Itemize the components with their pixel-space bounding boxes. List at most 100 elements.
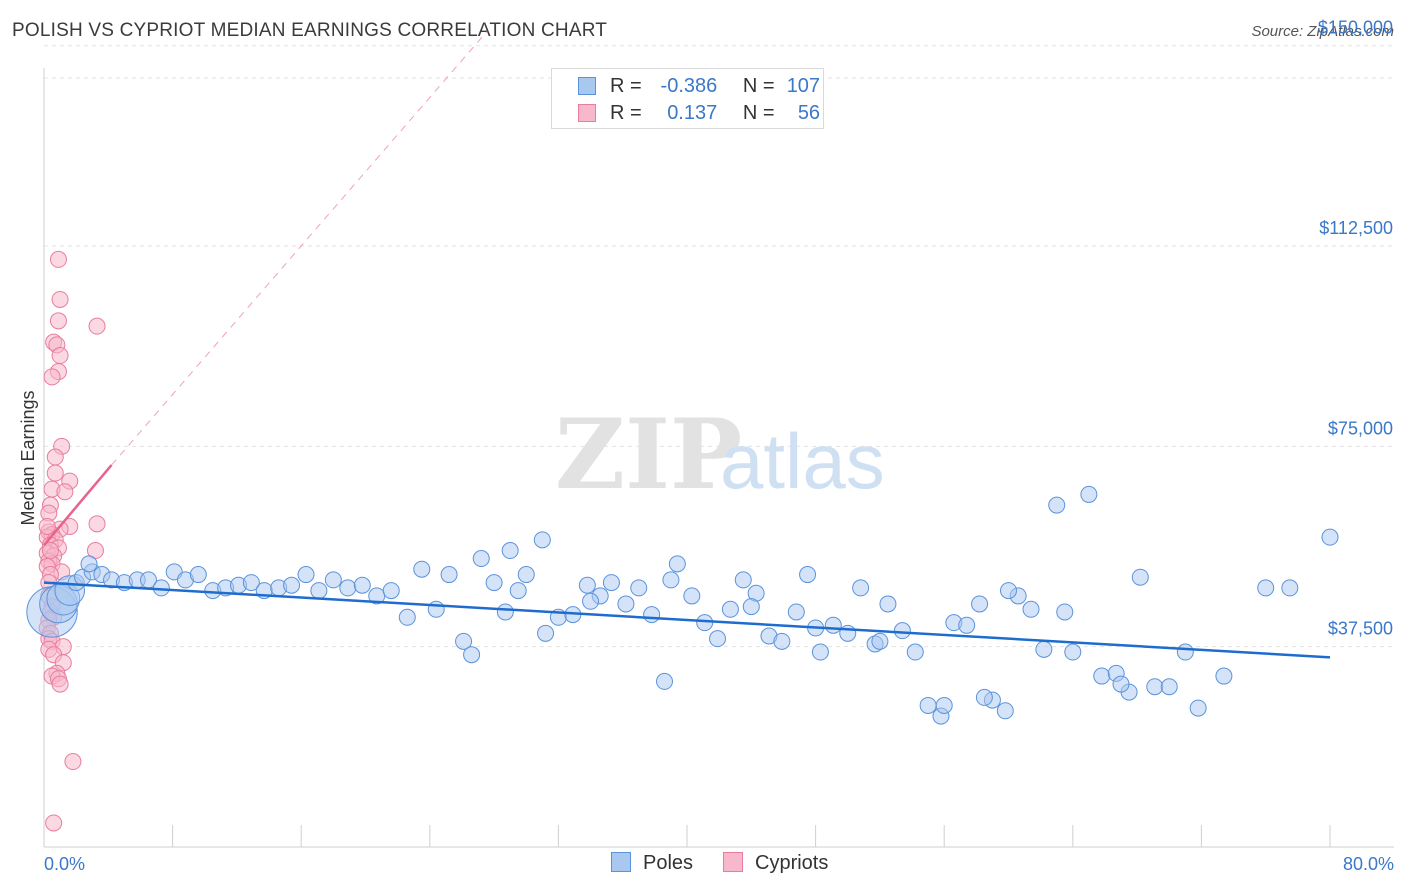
poles-point xyxy=(742,598,760,616)
poles-point xyxy=(1035,640,1053,658)
cypriots-point xyxy=(46,448,64,466)
cypriots-point xyxy=(88,515,106,533)
poles-point xyxy=(617,595,635,613)
poles-points xyxy=(26,485,1339,725)
legend-r-value-poles: -0.386 xyxy=(660,75,718,97)
legend-row-poles: R = -0.386 N = 107 xyxy=(578,75,820,99)
poles-point xyxy=(413,560,431,578)
poles-point xyxy=(971,595,989,613)
poles-point xyxy=(353,576,371,594)
y-tick-label: $75,000 xyxy=(1328,418,1393,438)
poles-point xyxy=(630,579,648,597)
poles-point xyxy=(1321,528,1339,546)
poles-point xyxy=(852,579,870,597)
cypriots-point xyxy=(88,317,106,335)
y-tick-label: $37,500 xyxy=(1328,619,1393,639)
cypriots-point xyxy=(45,814,63,832)
watermark-zip: ZIP xyxy=(555,398,742,511)
poles-point xyxy=(242,574,260,592)
poles-point xyxy=(879,595,897,613)
cypriots-point xyxy=(64,753,82,771)
x-tick-label-min: 0.0% xyxy=(44,854,85,874)
poles-point xyxy=(472,550,490,568)
poles-point xyxy=(1146,678,1164,696)
poles-point xyxy=(683,587,701,605)
trend-lines xyxy=(43,30,1331,659)
watermark-atlas: atlas xyxy=(720,417,885,505)
cypriots-legend-swatch xyxy=(723,852,743,872)
poles-point xyxy=(839,624,857,642)
poles-legend-label: Poles xyxy=(643,852,694,874)
poles-point xyxy=(1093,667,1111,685)
poles-point xyxy=(533,531,551,549)
bottom-legend-poles: Poles xyxy=(611,852,693,875)
poles-point xyxy=(662,571,680,589)
cypriots-point xyxy=(51,290,69,308)
poles-point xyxy=(80,555,98,573)
poles-point xyxy=(440,566,458,584)
chart-title: POLISH VS CYPRIOT MEDIAN EARNINGS CORREL… xyxy=(12,20,608,41)
poles-point xyxy=(297,566,315,584)
poles-point xyxy=(935,696,953,714)
poles-point xyxy=(382,582,400,600)
poles-point xyxy=(485,574,503,592)
cypriots-point xyxy=(49,312,67,330)
poles-point xyxy=(906,643,924,661)
poles-point xyxy=(427,600,445,618)
gridlines xyxy=(44,45,1394,648)
poles-point xyxy=(1281,579,1299,597)
legend-n-value-cypriots: 56 xyxy=(797,102,821,124)
chart-source: Source: ZipAtlas.com xyxy=(1251,23,1394,40)
poles-point xyxy=(721,600,739,618)
poles-point xyxy=(975,688,993,706)
poles-point xyxy=(958,616,976,634)
poles-point xyxy=(1257,579,1275,597)
poles-trend-line xyxy=(43,581,1331,659)
poles-point xyxy=(602,574,620,592)
poles-point xyxy=(696,614,714,632)
cypriots-trend-line xyxy=(43,464,113,546)
legend-r-value-cypriots: 0.137 xyxy=(667,102,718,124)
cypriots-point xyxy=(38,517,56,535)
cypriots-trend-extension xyxy=(111,30,488,466)
poles-point xyxy=(582,592,600,610)
poles-point xyxy=(668,555,686,573)
poles-point xyxy=(709,630,727,648)
cypriots-legend-label: Cypriots xyxy=(755,852,829,874)
poles-point xyxy=(1189,699,1207,717)
cypriots-point xyxy=(43,368,61,386)
poles-point xyxy=(734,571,752,589)
poles-point xyxy=(537,624,555,642)
poles-point xyxy=(1022,600,1040,618)
poles-point xyxy=(283,576,301,594)
cypriots-point xyxy=(56,483,74,501)
poles-point xyxy=(496,603,514,621)
poles-point xyxy=(773,632,791,650)
poles-point xyxy=(1080,485,1098,503)
poles-legend-swatch xyxy=(611,852,631,872)
poles-point xyxy=(643,606,661,624)
poles-point xyxy=(1112,675,1130,693)
y-tick-labels: $37,500 $75,000 $112,500 $150,000 xyxy=(1318,18,1393,639)
poles-point xyxy=(398,608,416,626)
poles-point xyxy=(799,566,817,584)
y-tick-label: $112,500 xyxy=(1319,218,1393,238)
x-tick-label-max: 80.0% xyxy=(1343,854,1394,874)
poles-point xyxy=(509,582,527,600)
cypriots-point xyxy=(51,675,69,693)
y-axis-label: Median Earnings xyxy=(18,390,38,525)
legend-n-label: N = xyxy=(742,75,775,97)
cypriots-point xyxy=(51,347,69,365)
poles-point xyxy=(1056,603,1074,621)
poles-point xyxy=(996,702,1014,720)
poles-point xyxy=(455,632,473,650)
legend-n-value-poles: 107 xyxy=(786,75,821,97)
legend-r-label: R = xyxy=(610,102,642,124)
poles-point xyxy=(919,696,937,714)
poles-point xyxy=(1131,568,1149,586)
cypriots-point xyxy=(49,250,67,268)
bottom-legend-cypriots: Cypriots xyxy=(723,852,828,875)
poles-point xyxy=(824,616,842,634)
poles-point xyxy=(1215,667,1233,685)
